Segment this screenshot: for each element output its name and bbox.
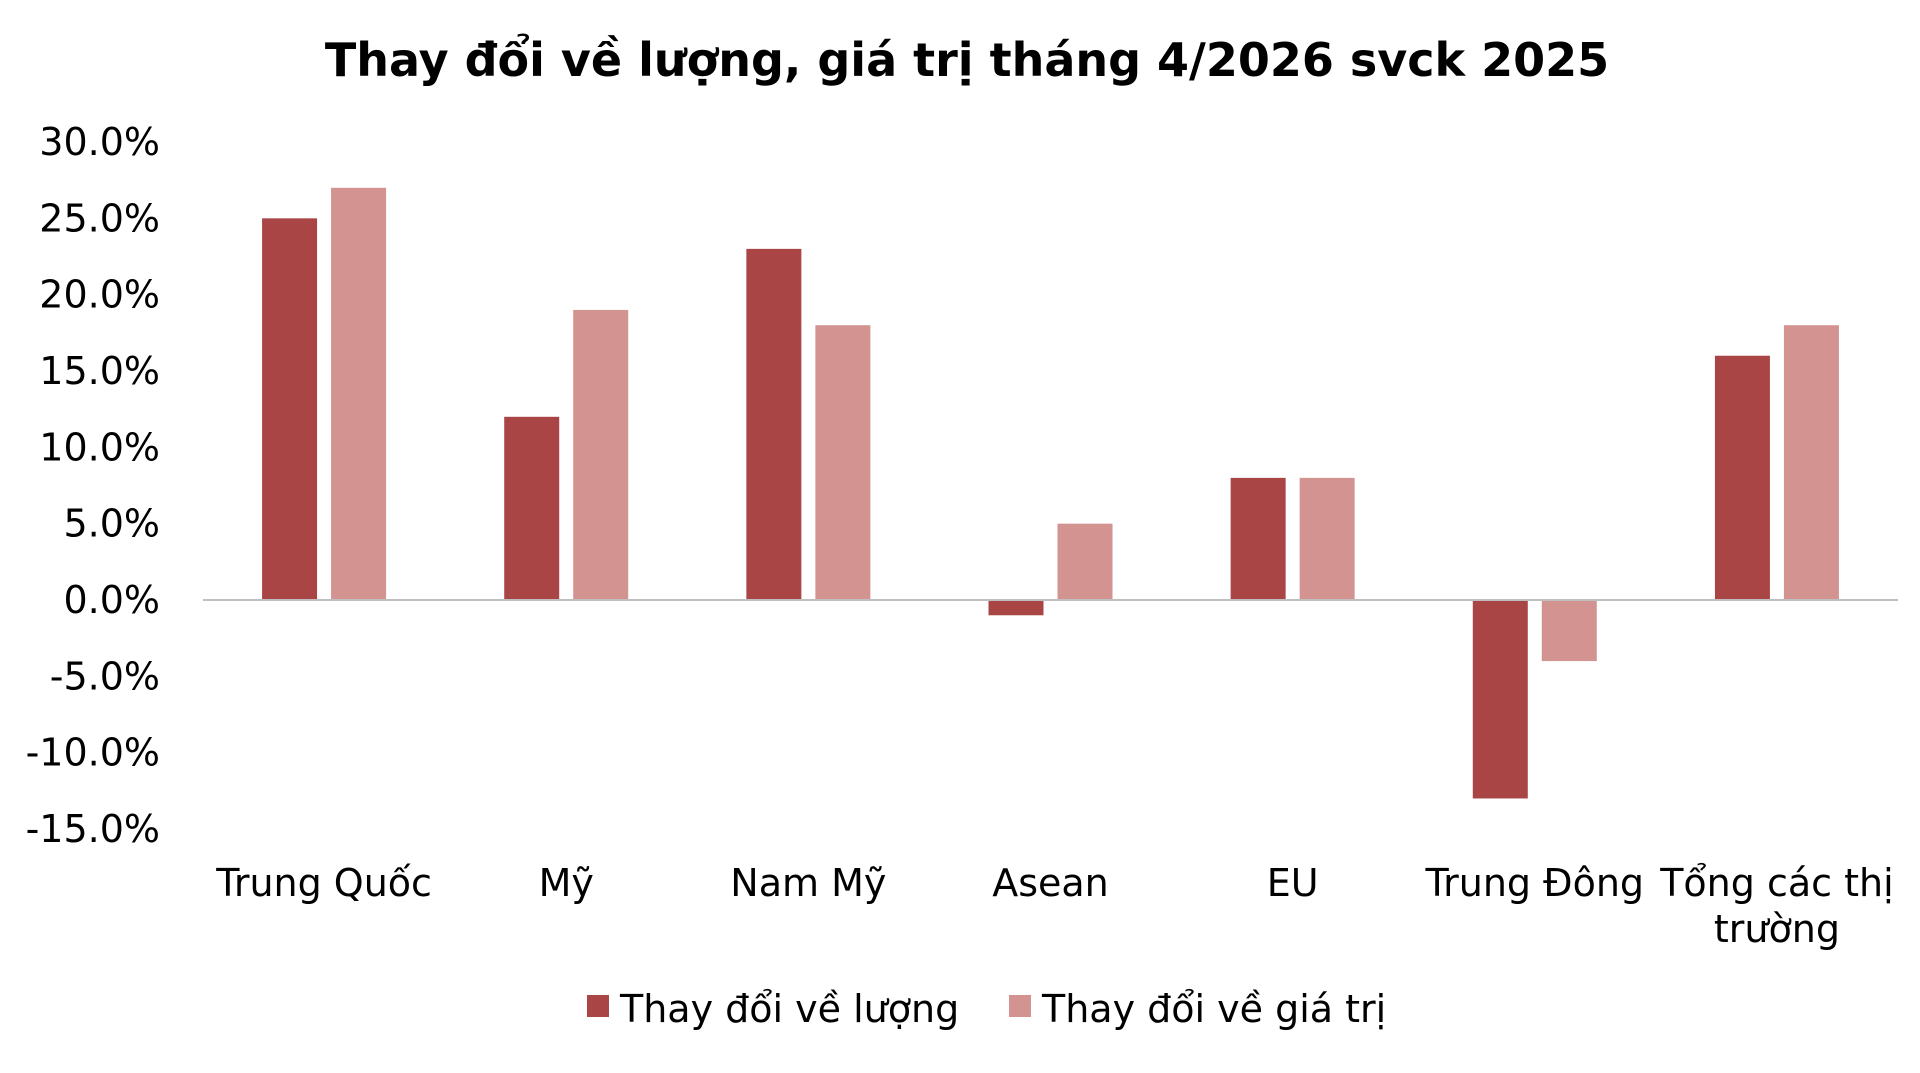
x-axis: Trung Quốc Mỹ Nam Mỹ Asean EU Trung Đông Tổng … [215,861,1893,951]
y-tick-label: 0.0% [63,578,160,622]
y-axis: 30.0% 25.0% 20.0% 15.0% 10.0% 5.0% 0.0% -5.0% -1… [26,120,160,851]
bar-luong [746,248,802,600]
x-category-label: trường [1714,907,1840,951]
bar-gia-tri [815,325,871,600]
bar-gia-tri [573,309,629,600]
bar-luong [1472,600,1528,799]
bar-gia-tri [1541,600,1597,662]
bar-gia-tri [1783,325,1839,600]
bar-luong [504,416,560,600]
legend-label: Thay đổi về lượng [619,987,959,1031]
bar-gia-tri [1057,523,1113,600]
bars-group [262,187,1839,799]
legend-swatch [587,995,609,1017]
y-tick-label: -5.0% [50,654,160,698]
x-category-label: EU [1267,861,1319,905]
bar-luong [262,218,318,601]
bar-gia-tri [331,187,387,601]
legend: Thay đổi về lượng Thay đổi về giá trị [587,987,1386,1031]
bar-luong [1230,477,1286,600]
x-category-label: Trung Đông [1425,861,1645,905]
y-tick-label: -15.0% [26,807,160,851]
y-tick-label: 25.0% [39,196,160,240]
bar-gia-tri [1299,477,1355,600]
x-category-label: Tổng các thị [1659,861,1893,905]
x-category-label: Asean [992,861,1109,905]
x-category-label: Nam Mỹ [730,861,886,905]
x-category-label: Trung Quốc [215,861,432,905]
y-tick-label: 10.0% [39,425,160,469]
y-tick-label: 15.0% [39,349,160,393]
y-tick-label: 5.0% [63,502,160,546]
bar-luong [988,600,1044,616]
chart-title: Thay đổi về lượng, giá trị tháng 4/2026 … [325,33,1609,87]
y-tick-label: -10.0% [26,731,160,775]
x-category-label: Mỹ [539,861,594,905]
y-tick-label: 20.0% [39,273,160,317]
bar-luong [1714,355,1770,600]
legend-label: Thay đổi về giá trị [1041,987,1386,1031]
y-tick-label: 30.0% [39,120,160,164]
legend-swatch [1009,995,1031,1017]
